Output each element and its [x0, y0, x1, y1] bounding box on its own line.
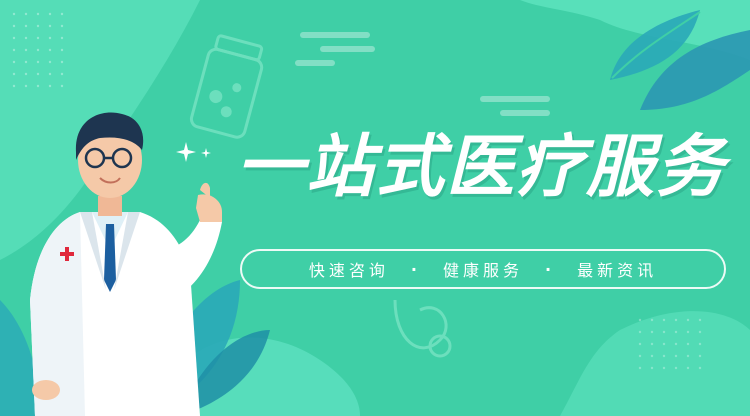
service-item-consultation[interactable]: 快速咨询	[308, 261, 389, 280]
separator-dot: ·	[410, 259, 421, 279]
dot-pattern-right	[638, 318, 702, 370]
red-cross-icon	[60, 247, 74, 261]
doctor-illustration	[30, 112, 222, 416]
service-item-news[interactable]: 最新资讯	[577, 261, 658, 280]
glasses-icon	[84, 147, 133, 169]
leaf-decoration-top-right	[610, 10, 750, 110]
medicine-bottle-icon	[189, 34, 264, 139]
sparkle-icon	[176, 142, 211, 162]
service-item-health[interactable]: 健康服务	[442, 261, 523, 280]
cloud-lines	[295, 32, 550, 116]
headline: 一站式医疗服务	[236, 128, 727, 207]
stethoscope-icon	[393, 299, 452, 358]
services-bar: 快速咨询 · 健康服务 · 最新资讯	[240, 249, 726, 289]
separator-dot: ·	[545, 259, 556, 279]
dot-pattern-left	[12, 12, 64, 88]
